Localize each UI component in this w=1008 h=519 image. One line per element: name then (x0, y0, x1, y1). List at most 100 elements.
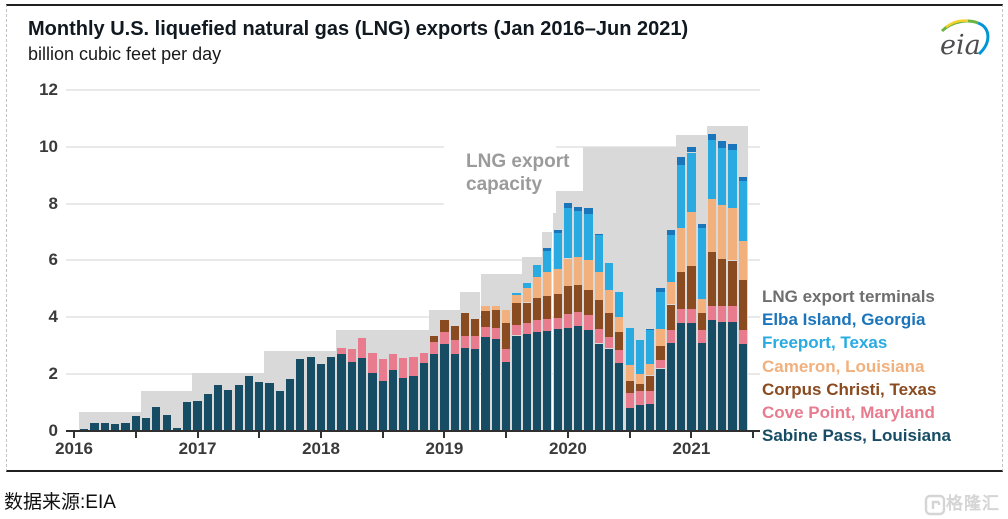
bar-segment-cove-point (491, 327, 500, 340)
bar-segment-sabine-pass (430, 353, 439, 431)
legend-item: Freeport, Texas (762, 333, 888, 353)
bar-segment-sabine-pass (162, 415, 171, 431)
bar-segment-sabine-pass (100, 422, 109, 431)
bar-segment-cameron (718, 205, 727, 260)
bar-segment-cameron (707, 199, 717, 252)
bar-segment-cove-point (604, 336, 614, 349)
legend-item: Corpus Christi, Texas (762, 379, 937, 399)
bar-segment-sabine-pass (224, 389, 233, 431)
bar-segment-elba-island (584, 208, 593, 214)
bar-segment-corpus-christi (666, 304, 675, 331)
bar-segment-cameron (491, 306, 500, 311)
bar-segment-corpus-christi (687, 266, 696, 309)
bar-segment-cove-point (430, 342, 439, 354)
bar-segment-sabine-pass (687, 323, 696, 431)
bar-segment-sabine-pass (265, 382, 274, 431)
bar-segment-cove-point (656, 359, 665, 369)
bar-segment-cove-point (481, 326, 490, 337)
bar-segment-sabine-pass (388, 369, 398, 431)
bar-segment-freeport (604, 263, 614, 290)
bar-segment-sabine-pass (152, 406, 161, 431)
watermark: 格隆汇 (924, 489, 1000, 517)
bar-segment-corpus-christi (646, 375, 655, 392)
capacity-annotation-line1: LNG export (466, 151, 570, 172)
y-tick-label: 2 (48, 364, 58, 384)
bar-segment-freeport (707, 139, 717, 200)
gridline (66, 145, 760, 148)
bar-segment-cove-point (584, 315, 593, 331)
bar-segment-cameron (481, 306, 490, 312)
bar-segment-sabine-pass (574, 326, 583, 431)
bar-segment-cove-point (337, 348, 346, 354)
bar-segment-freeport (563, 207, 573, 259)
bar-segment-sabine-pass (255, 382, 264, 431)
bar-segment-corpus-christi (604, 313, 614, 337)
bar-segment-cove-point (687, 308, 696, 323)
bar-segment-sabine-pass (234, 385, 243, 431)
bar-segment-sabine-pass (635, 404, 645, 431)
bar-segment-corpus-christi (615, 331, 624, 350)
bar-segment-corpus-christi (471, 318, 480, 336)
gridline (66, 202, 760, 205)
bar-segment-sabine-pass (358, 358, 367, 431)
x-axis-tick (320, 432, 322, 438)
bar-segment-sabine-pass (553, 328, 562, 431)
bar-segment-cameron (532, 277, 542, 298)
bar-segment-freeport (574, 211, 583, 257)
y-tick-label: 4 (48, 307, 58, 327)
bar-segment-cameron (574, 256, 583, 286)
bar-segment-sabine-pass (409, 376, 418, 431)
x-tick-label: 2019 (425, 439, 464, 458)
bar-segment-corpus-christi (697, 313, 706, 331)
legend-item: Cameron, Louisiana (762, 356, 925, 376)
bar-segment-sabine-pass (697, 342, 706, 431)
bar-segment-corpus-christi (502, 323, 511, 349)
bar-segment-sabine-pass (522, 333, 531, 431)
bar-segment-cameron (697, 298, 706, 313)
bar-segment-cove-point (388, 354, 398, 370)
bar-segment-sabine-pass (584, 330, 593, 431)
bar-segment-sabine-pass (491, 339, 500, 431)
eia-logo-text: eia (940, 30, 981, 61)
bar-segment-freeport (687, 152, 696, 213)
bar-segment-cove-point (399, 358, 408, 378)
bar-segment-cove-point (368, 353, 377, 374)
bar-segment-cove-point (358, 338, 367, 358)
bar-segment-cove-point (502, 348, 511, 363)
bar-segment-cove-point (574, 312, 583, 327)
bar-segment-sabine-pass (419, 362, 428, 431)
bar-segment-sabine-pass (111, 423, 120, 431)
gridline (66, 259, 760, 262)
bar-segment-cove-point (543, 319, 552, 331)
bar-segment-cameron (666, 281, 675, 305)
bar-segment-sabine-pass (707, 320, 717, 431)
bar-segment-elba-island (543, 248, 552, 251)
bar-segment-sabine-pass (193, 401, 202, 431)
x-axis-line (66, 430, 760, 432)
bar-segment-cameron (677, 227, 686, 272)
x-axis-tick (628, 432, 631, 438)
bar-segment-sabine-pass (316, 364, 326, 431)
bar-segment-cove-point (738, 330, 747, 345)
bar-segment-cameron (553, 268, 562, 294)
bar-segment-sabine-pass (543, 331, 552, 431)
bar-segment-freeport (553, 233, 562, 269)
bar-segment-sabine-pass (625, 407, 634, 431)
x-tick-label: 2017 (178, 439, 217, 458)
bar-segment-cove-point (419, 352, 428, 363)
x-axis-tick (258, 432, 261, 438)
bar-segment-cove-point (625, 392, 634, 408)
bar-segment-cameron (594, 271, 603, 301)
bar-segment-cove-point (666, 330, 675, 343)
bar-segment-freeport (543, 250, 552, 273)
bar-segment-corpus-christi (718, 259, 727, 306)
bar-segment-cove-point (553, 317, 562, 329)
bar-segment-freeport (666, 234, 675, 282)
bar-segment-corpus-christi (728, 260, 737, 306)
bar-segment-sabine-pass (90, 422, 99, 431)
y-tick-label: 8 (48, 193, 58, 213)
bar-segment-cameron (512, 294, 521, 304)
bar-segment-elba-island (718, 141, 727, 149)
y-tick-label: 0 (48, 421, 58, 440)
legend-item: Sabine Pass, Louisiana (762, 426, 951, 446)
